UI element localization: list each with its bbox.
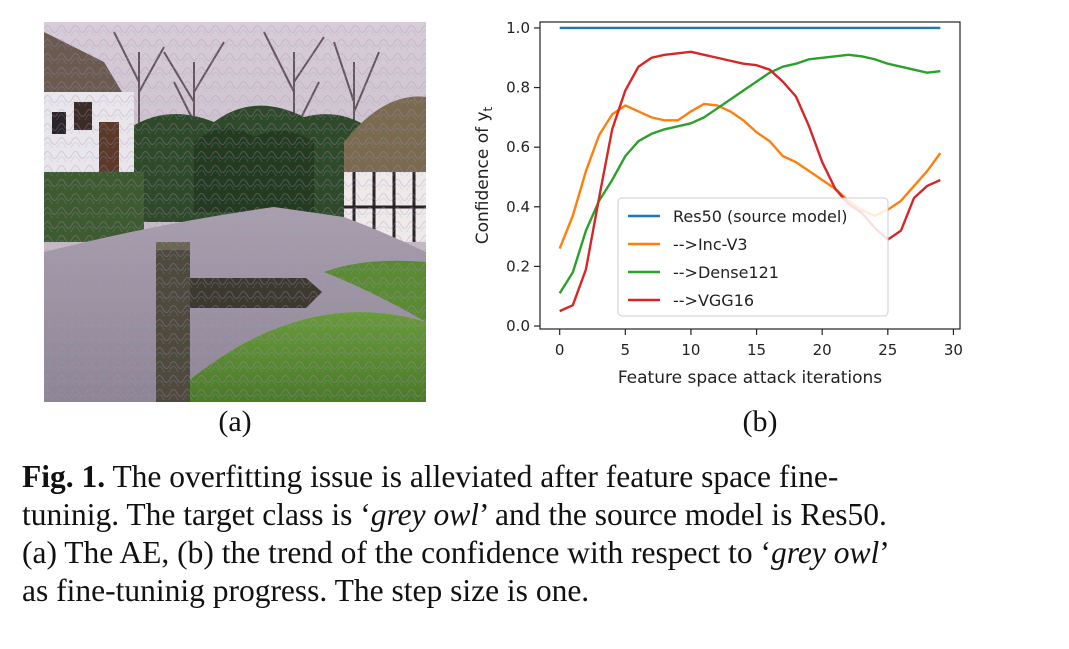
y-tick-label: 0.8: [506, 79, 530, 97]
caption-line-4-text: as fine-tuninig progress. The step size …: [22, 573, 590, 608]
adversarial-example-image: [44, 22, 426, 402]
caption-line-1-text: The overfitting issue is alleviated afte…: [112, 459, 839, 494]
panel-b-label: (b): [742, 405, 778, 438]
target-class-name: grey owl: [370, 497, 479, 532]
figure-caption: Fig. 1. The overfitting issue is allevia…: [22, 458, 1042, 610]
y-axis-label-sub: t: [481, 106, 495, 111]
y-tick-label: 0.2: [506, 257, 530, 275]
axis-ticks: 0 5 10 15 20 25 30 0.0 0.2 0.4 0.6 0.8 1.0: [506, 19, 963, 359]
figure-number: Fig. 1.: [22, 459, 106, 494]
plot-border: [539, 21, 961, 330]
y-tick-label: 1.0: [506, 19, 530, 37]
x-tick-label: 10: [681, 341, 700, 359]
caption-line-4: as fine-tuninig progress. The step size …: [22, 572, 1042, 610]
y-tick-label: 0.4: [506, 198, 530, 216]
confidence-line-chart: 0 5 10 15 20 25 30 0.0 0.2 0.4 0.6 0.8 1.0 Res50 (so…: [473, 19, 963, 388]
panel-a-label: (a): [218, 405, 252, 438]
series-line-2: [558, 53, 941, 294]
x-tick-label: 20: [813, 341, 832, 359]
chart-legend: Res50 (source model) -->Inc-V3 -->Dense121…: [617, 197, 889, 317]
caption-line-3: (a) The AE, (b) the trend of the confide…: [22, 534, 1042, 572]
x-axis-label: Feature space attack iterations: [618, 368, 882, 388]
x-tick-label: 5: [621, 341, 631, 359]
plot-frame: [539, 21, 961, 330]
x-tick-label: 30: [944, 341, 963, 359]
caption-line-2-pre: tuninig. The target class is ‘: [22, 497, 371, 532]
x-tick-label: 15: [747, 341, 766, 359]
x-tick-label: 25: [878, 341, 897, 359]
legend-box: [617, 197, 889, 317]
target-class-name-2: grey owl: [771, 535, 880, 570]
legend-label: -->Inc-V3: [673, 235, 748, 254]
caption-line-2: tuninig. The target class is ‘grey owl’ …: [22, 496, 1042, 534]
legend-label: -->Dense121: [673, 263, 779, 282]
legend-label: -->VGG16: [673, 291, 754, 310]
y-axis-label-base: Confidence of y: [473, 111, 493, 244]
caption-line-1: Fig. 1. The overfitting issue is allevia…: [22, 458, 1042, 496]
caption-line-3-post: ’: [879, 535, 890, 570]
y-tick-label: 0.0: [506, 317, 530, 335]
x-tick-label: 0: [555, 341, 565, 359]
y-tick-label: 0.6: [506, 138, 530, 156]
caption-line-3-pre: (a) The AE, (b) the trend of the confide…: [22, 535, 772, 570]
legend-label: Res50 (source model): [673, 207, 848, 226]
y-axis-label: Confidence of yt: [473, 106, 495, 244]
caption-line-2-post: ’ and the source model is Res50.: [478, 497, 887, 532]
